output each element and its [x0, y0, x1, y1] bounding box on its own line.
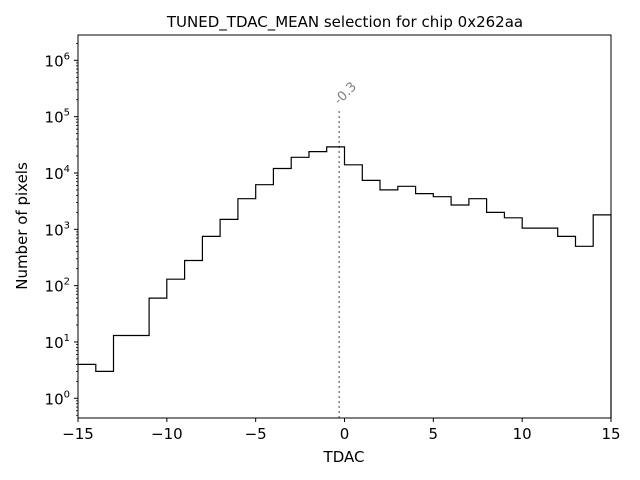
x-tick-label: 5: [429, 425, 439, 443]
marker-layer: -0.3: [331, 80, 360, 418]
histogram-layer: [78, 146, 612, 418]
y-tick-label: 100: [45, 389, 70, 408]
x-axis-label: TDAC: [323, 448, 365, 466]
y-tick-label: 101: [45, 333, 70, 352]
x-tick-label: −15: [62, 425, 94, 443]
histogram-step-line: [78, 146, 612, 418]
x-tick-label: 0: [340, 425, 350, 443]
x-tick-label: 15: [601, 425, 620, 443]
x-tick-label: −10: [151, 425, 183, 443]
y-tick-label: 104: [45, 164, 70, 183]
x-tick-label: −5: [245, 425, 267, 443]
marker-label: -0.3: [331, 80, 360, 109]
y-tick-label: 102: [45, 277, 70, 296]
y-tick-label: 105: [45, 108, 70, 127]
x-axis: −15 −10 −5 0 5 10 15: [62, 418, 621, 443]
y-axis: 100 101 102 103 104 105 106: [45, 42, 78, 416]
y-axis-label: Number of pixels: [13, 162, 31, 290]
y-tick-label: 106: [45, 51, 70, 70]
y-tick-label: 103: [45, 220, 70, 239]
x-tick-label: 10: [513, 425, 532, 443]
chart-title: TUNED_TDAC_MEAN selection for chip 0x262…: [166, 13, 523, 32]
